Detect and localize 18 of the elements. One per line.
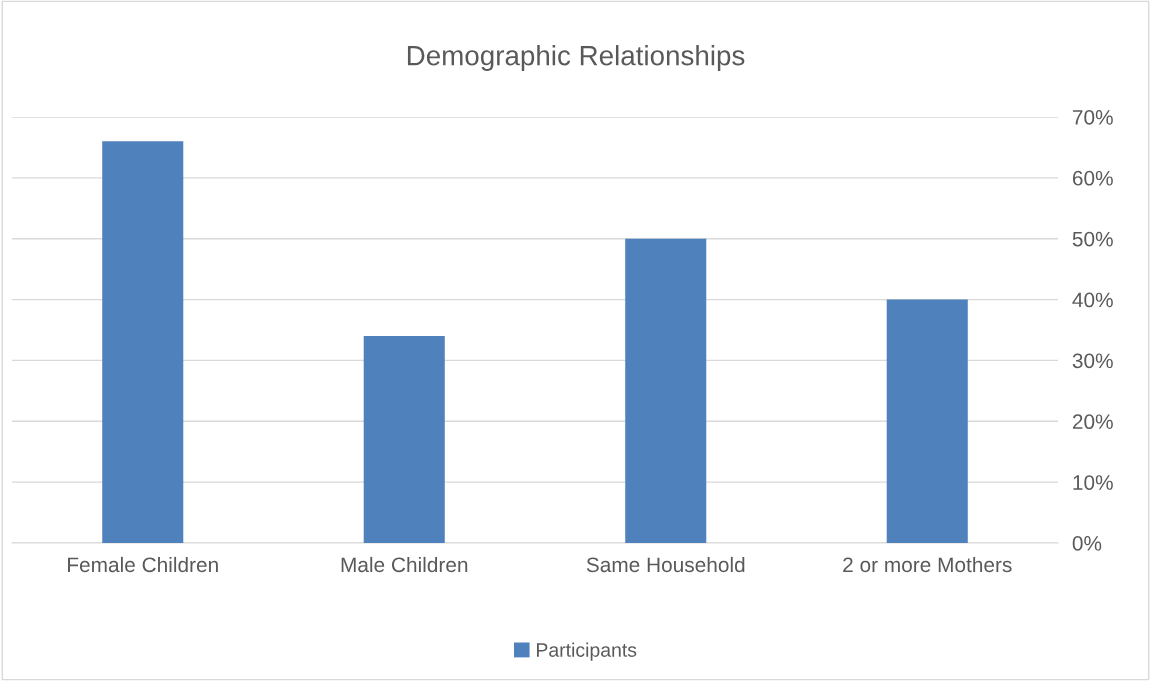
y-tick-label: 70%: [1072, 110, 1113, 125]
bar: [102, 141, 184, 543]
x-tick-label: 2 or more Mothers: [843, 556, 1012, 573]
y-tick-label: 0%: [1072, 536, 1102, 551]
y-tick-label: 10%: [1073, 475, 1113, 490]
x-tick-label: Same Household: [586, 556, 745, 573]
chart-title: Demographic Relationships: [407, 45, 745, 71]
bar: [363, 336, 445, 543]
y-tick-label: 30%: [1072, 353, 1113, 369]
y-tick-label: 50%: [1072, 231, 1113, 247]
legend-label: Participants: [537, 642, 637, 661]
bar: [625, 238, 707, 543]
y-tick-label: 60%: [1072, 170, 1113, 186]
y-tick-label: 20%: [1072, 414, 1113, 430]
x-tick-label: Male Children: [341, 556, 468, 573]
y-tick-label: 40%: [1072, 292, 1113, 308]
x-tick-label: Female Children: [68, 556, 218, 573]
bar: [886, 299, 968, 543]
